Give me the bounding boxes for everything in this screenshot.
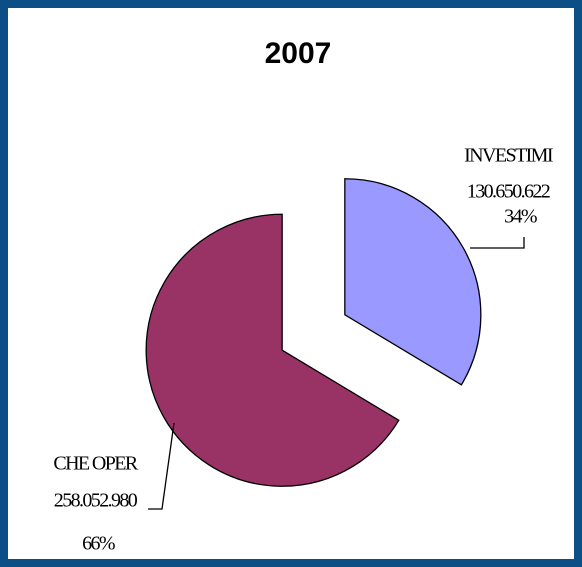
percent-label: 66% [82,533,115,555]
chart-title: 2007 [265,37,332,70]
percent-label: 34% [504,206,537,228]
leader-line [470,237,525,249]
slice-label: CHE OPER [53,453,139,475]
value-label: 130.650.622 [467,181,550,203]
pie-slice [344,178,482,386]
pie-slice [145,213,400,487]
leader-line [148,422,175,510]
value-label: 258.052.980 [54,490,138,512]
slice-label: INVESTIMI [464,145,553,167]
